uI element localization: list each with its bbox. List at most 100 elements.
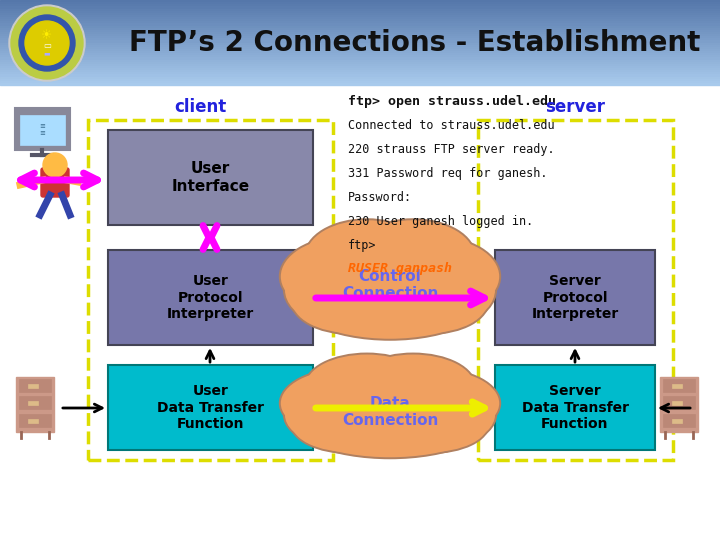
Ellipse shape <box>350 353 476 419</box>
Text: Connected to strauss.udel.edu: Connected to strauss.udel.edu <box>348 119 554 132</box>
Text: 230 User ganesh logged in.: 230 User ganesh logged in. <box>348 215 534 228</box>
Ellipse shape <box>372 270 487 333</box>
Text: client: client <box>174 98 226 116</box>
Text: ftp> open strauss.udel.edu: ftp> open strauss.udel.edu <box>348 95 556 108</box>
Ellipse shape <box>290 268 410 335</box>
Bar <box>495 250 655 345</box>
FancyBboxPatch shape <box>41 168 69 197</box>
Ellipse shape <box>369 369 499 437</box>
Text: ftp>: ftp> <box>348 239 377 252</box>
Bar <box>108 250 313 345</box>
Ellipse shape <box>320 363 460 430</box>
Ellipse shape <box>352 355 474 417</box>
Bar <box>0 70 720 72</box>
Text: ≡
≡: ≡ ≡ <box>39 124 45 137</box>
Bar <box>672 419 682 423</box>
Circle shape <box>11 7 83 79</box>
Ellipse shape <box>306 253 474 335</box>
Bar <box>0 64 720 66</box>
Bar <box>20 115 65 145</box>
Text: 220 strauss FTP server ready.: 220 strauss FTP server ready. <box>348 143 554 156</box>
Bar <box>16 377 54 432</box>
Bar <box>0 13 720 15</box>
Bar <box>19 414 51 427</box>
Text: Password:: Password: <box>348 191 412 204</box>
Circle shape <box>9 5 85 81</box>
Bar <box>663 414 695 427</box>
Ellipse shape <box>304 381 476 456</box>
Bar <box>28 419 38 423</box>
Ellipse shape <box>283 371 497 459</box>
Ellipse shape <box>304 251 476 337</box>
Text: Server
Data Transfer
Function: Server Data Transfer Function <box>521 384 629 431</box>
Ellipse shape <box>320 231 460 307</box>
Text: Data
Connection: Data Connection <box>342 396 438 428</box>
Bar <box>0 0 720 2</box>
Ellipse shape <box>279 235 413 318</box>
Text: ☀: ☀ <box>41 30 53 43</box>
Ellipse shape <box>285 241 495 339</box>
Bar <box>0 15 720 17</box>
Text: Server
Protocol
Interpreter: Server Protocol Interpreter <box>531 274 618 321</box>
Ellipse shape <box>352 220 474 292</box>
Text: User
Interface: User Interface <box>171 161 250 194</box>
Bar <box>0 25 720 28</box>
Ellipse shape <box>369 238 499 315</box>
Bar <box>0 30 720 32</box>
Bar <box>0 11 720 13</box>
Bar <box>0 2 720 4</box>
Text: User
Protocol
Interpreter: User Protocol Interpreter <box>167 274 254 321</box>
Text: FTP’s 2 Connections - Establishment: FTP’s 2 Connections - Establishment <box>130 29 701 57</box>
Bar <box>0 49 720 51</box>
Ellipse shape <box>372 397 487 452</box>
Bar <box>0 68 720 70</box>
Ellipse shape <box>367 368 501 439</box>
Text: RUSER ganpash: RUSER ganpash <box>348 262 452 275</box>
Ellipse shape <box>367 235 501 318</box>
Bar <box>495 365 655 450</box>
Bar <box>19 396 51 409</box>
Bar <box>15 108 70 150</box>
Bar <box>108 365 313 450</box>
Bar <box>0 9 720 11</box>
Bar <box>0 28 720 30</box>
Ellipse shape <box>290 395 410 454</box>
Bar <box>0 72 720 75</box>
Bar <box>0 34 720 36</box>
Ellipse shape <box>281 369 411 437</box>
Ellipse shape <box>304 218 430 294</box>
Bar <box>0 47 720 49</box>
Ellipse shape <box>322 366 458 428</box>
Circle shape <box>43 153 67 177</box>
Ellipse shape <box>306 382 474 454</box>
Bar <box>0 4 720 6</box>
Ellipse shape <box>281 238 411 315</box>
Bar <box>672 401 682 405</box>
Bar <box>663 379 695 392</box>
Ellipse shape <box>283 239 497 341</box>
Ellipse shape <box>279 368 413 439</box>
Bar <box>19 379 51 392</box>
Ellipse shape <box>306 220 428 292</box>
Bar <box>0 38 720 40</box>
Bar <box>28 384 38 388</box>
Bar <box>108 130 313 225</box>
Bar <box>663 396 695 409</box>
Ellipse shape <box>370 268 490 335</box>
Bar <box>0 66 720 68</box>
Bar <box>0 75 720 77</box>
Ellipse shape <box>292 270 408 333</box>
Bar <box>0 23 720 25</box>
Bar <box>28 401 38 405</box>
Bar <box>0 59 720 62</box>
Text: ▬: ▬ <box>44 50 50 56</box>
Text: Control
Connection: Control Connection <box>342 269 438 301</box>
Ellipse shape <box>304 353 430 419</box>
Ellipse shape <box>350 218 476 294</box>
Bar <box>0 55 720 57</box>
Circle shape <box>19 15 75 71</box>
Bar <box>0 45 720 47</box>
Ellipse shape <box>322 233 458 305</box>
Text: server: server <box>545 98 605 116</box>
Bar <box>0 62 720 64</box>
